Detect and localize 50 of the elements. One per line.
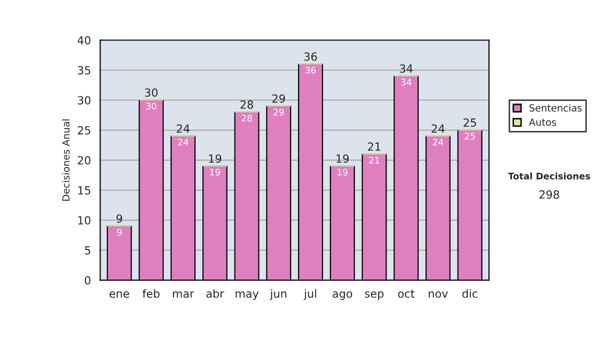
x-tick-label: may [236,291,259,300]
y-tick-label: 20 [78,156,90,165]
y-tick-label: 5 [84,246,90,255]
text: Total Decisiones [508,172,590,180]
legend-label: Autos [528,118,556,126]
legend-label: Sentencias [530,104,582,112]
y-tick-label: 40 [78,36,90,44]
total-label: 24 [176,124,190,133]
data-label: 28 [242,114,252,122]
x-tick-label: dic [462,289,478,298]
total-label: 19 [336,154,349,163]
data-label: 29 [274,108,284,116]
total-label: 21 [368,142,380,151]
y-axis-title: Decisiones Anual [62,119,70,201]
x-tick-label: ene [110,291,130,298]
y-tick-label: 25 [78,126,90,135]
x-tick-label: oct [398,290,415,298]
data-label: 24 [432,138,444,146]
data-label: 19 [338,168,348,176]
y-tick-label: 15 [78,186,90,195]
x-tick-label: ago [332,291,352,300]
total-label: 9 [116,214,122,223]
data-label: 19 [210,168,220,176]
data-label: 9 [117,228,122,236]
total-label: 30 [144,88,158,97]
y-tick-label: 0 [84,276,90,285]
total-label: 24 [432,124,444,133]
data-label: 30 [146,102,156,110]
data-label: 24 [178,138,188,146]
data-label: 21 [369,156,380,164]
text: 298 [539,190,560,199]
data-label: 34 [401,78,412,86]
x-tick-label: jul [304,289,316,300]
y-tick-label: 10 [78,216,90,225]
total-label: 36 [304,52,317,61]
x-tick-label: sep [365,291,384,300]
x-tick-label: mar [172,291,194,298]
y-tick-label: 30 [78,96,90,105]
x-tick-label: jun [270,289,286,300]
total-label: 28 [240,100,254,109]
total-label: 19 [209,154,222,163]
data-label: 36 [305,66,316,74]
y-tick-label: 35 [78,66,90,75]
total-label: 34 [400,64,413,73]
x-tick-label: feb [142,289,160,298]
x-tick-label: abr [206,289,224,298]
total-label: 25 [464,118,476,127]
data-label: 25 [464,132,475,140]
total-label: 29 [272,94,285,103]
x-tick-label: nov [428,291,448,298]
